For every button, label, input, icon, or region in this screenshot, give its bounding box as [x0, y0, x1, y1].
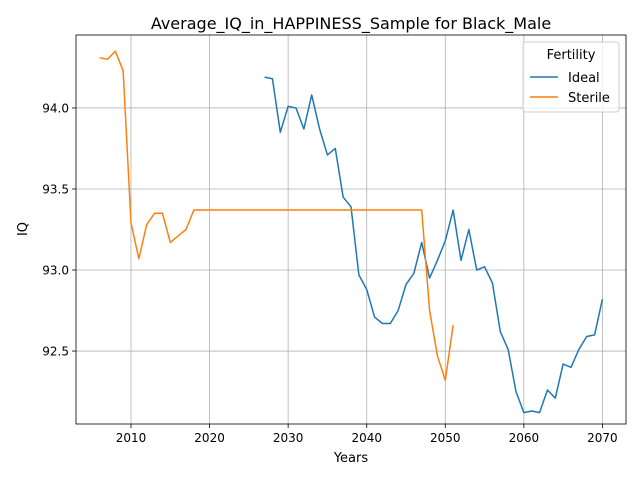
- y-tick-label: 94.0: [42, 101, 69, 115]
- x-axis-ticks: 2010 2020 2030 2040 2050 2060 2070: [116, 424, 618, 445]
- x-tick-label: 2010: [116, 431, 147, 445]
- legend-title: Fertility: [547, 48, 596, 63]
- series-line-ideal: [264, 76, 604, 414]
- legend: Fertility Ideal Sterile: [522, 41, 620, 113]
- y-axis-label: IQ: [16, 222, 31, 236]
- x-axis-label: Years: [333, 451, 369, 466]
- chart-title: Average_IQ_in_HAPPINESS_Sample for Black…: [151, 14, 551, 34]
- x-tick-label: 2050: [430, 431, 461, 445]
- series-lines: [99, 50, 604, 414]
- series-line-sterile: [99, 50, 454, 381]
- y-axis-ticks: 92.5 93.0 93.5 94.0: [42, 101, 76, 359]
- plot-frame: [75, 34, 627, 425]
- x-tick-label: 2020: [194, 431, 225, 445]
- y-tick-label: 93.5: [42, 182, 69, 196]
- legend-label-sterile: Sterile: [568, 91, 610, 106]
- x-tick-label: 2040: [351, 431, 382, 445]
- x-tick-label: 2030: [273, 431, 304, 445]
- y-tick-label: 93.0: [42, 264, 69, 278]
- x-tick-label: 2060: [509, 431, 540, 445]
- y-tick-label: 92.5: [42, 345, 69, 359]
- legend-label-ideal: Ideal: [568, 71, 600, 86]
- x-tick-label: 2070: [587, 431, 618, 445]
- legend-box: [522, 41, 620, 113]
